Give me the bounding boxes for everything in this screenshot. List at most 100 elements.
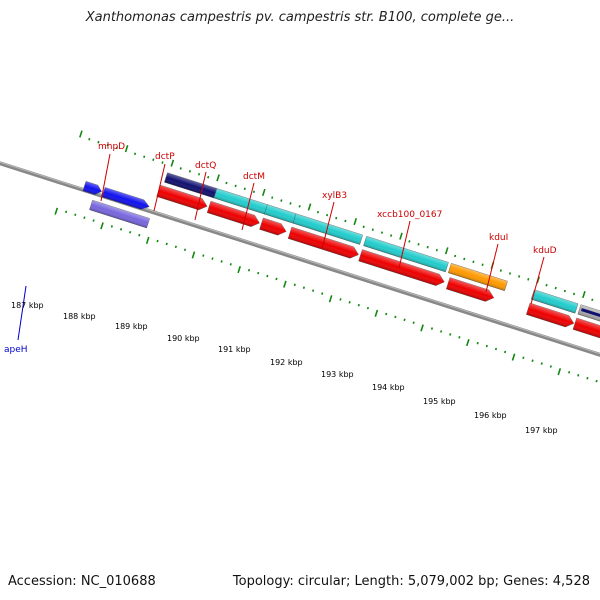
minor-tick: [449, 333, 452, 336]
minor-tick: [454, 254, 457, 258]
gene-label-xccb100-0167: xccb100_0167: [377, 210, 442, 220]
cds-1: [156, 184, 208, 211]
minor-tick: [527, 278, 530, 281]
minor-tick: [161, 161, 164, 164]
minor-tick: [97, 140, 100, 144]
minor-tick: [179, 167, 182, 170]
minor-tick: [549, 365, 552, 368]
minor-tick: [271, 196, 274, 199]
gene-label-kduD: kduD: [533, 246, 557, 256]
minor-tick: [197, 172, 201, 176]
gene-kduD-stripe: [580, 308, 600, 323]
accession-text: Accession: NC_010688: [8, 574, 156, 589]
minor-tick: [366, 306, 370, 310]
minor-tick: [211, 257, 214, 260]
major-tick: [328, 295, 333, 303]
minor-tick: [92, 219, 95, 222]
scale-label-187: 187 kbp: [11, 301, 44, 310]
minor-tick: [403, 318, 406, 322]
major-tick: [307, 203, 312, 211]
major-tick: [170, 159, 175, 167]
major-tick: [399, 232, 403, 240]
minor-tick: [252, 190, 256, 194]
minor-tick: [138, 233, 141, 237]
gene-leaders: [100, 153, 545, 305]
major-tick: [444, 247, 449, 255]
minor-tick: [133, 152, 137, 156]
gene-label-kduI: kduI: [489, 233, 508, 243]
minor-tick: [494, 347, 498, 351]
minor-tick: [531, 359, 534, 362]
minor-tick: [572, 292, 576, 296]
leader-dctM: [241, 182, 255, 231]
minor-tick: [380, 231, 384, 234]
minor-tick: [266, 274, 269, 278]
scale-label-189: 189 kbp: [115, 322, 148, 331]
minor-tick: [225, 181, 228, 185]
gene-left-c: [82, 181, 102, 195]
minor-tick: [202, 254, 205, 257]
scale-label-192: 192 kbp: [270, 358, 303, 367]
major-tick: [261, 188, 266, 196]
minor-tick: [362, 225, 365, 229]
major-tick: [465, 338, 470, 347]
minor-tick: [463, 257, 466, 261]
minor-tick: [129, 230, 132, 234]
minor-tick: [412, 321, 415, 325]
minor-tick: [458, 336, 461, 339]
minor-tick: [577, 373, 580, 377]
major-tick: [420, 324, 424, 332]
minor-tick: [88, 137, 91, 141]
minor-tick: [504, 350, 507, 354]
topology-text: Topology: circular; Length: 5,079,002 bp…: [232, 574, 590, 589]
minor-tick: [280, 199, 283, 202]
minor-tick: [591, 298, 594, 302]
inner-tick-arc: [54, 207, 598, 383]
cds-7: [526, 302, 575, 328]
major-tick: [216, 174, 220, 182]
major-tick: [124, 145, 129, 153]
minor-tick: [335, 216, 338, 220]
minor-tick: [106, 143, 109, 147]
scale-label-190: 190 kbp: [167, 334, 200, 343]
major-tick: [283, 280, 287, 288]
minor-tick: [289, 202, 292, 205]
cds-3: [259, 217, 287, 236]
gene-label-mhpD: mhpD: [98, 142, 125, 152]
major-tick: [54, 207, 59, 215]
minor-tick: [545, 283, 548, 287]
minor-tick: [344, 219, 347, 223]
minor-tick: [595, 379, 598, 383]
minor-tick: [394, 315, 397, 319]
minor-tick: [74, 213, 77, 217]
minor-tick: [257, 271, 260, 275]
minor-tick: [321, 292, 324, 295]
minor-tick: [563, 289, 566, 293]
leader-kduI: [485, 243, 499, 293]
gene-dctM: [292, 213, 363, 245]
minor-tick: [408, 240, 411, 243]
scale-label-188: 188 kbp: [63, 312, 96, 321]
minor-tick: [339, 298, 342, 301]
minor-tick: [119, 228, 123, 231]
cds-2: [206, 200, 260, 227]
gene-kduI: [530, 289, 579, 314]
minor-tick: [522, 356, 525, 360]
minor-tick: [426, 245, 429, 249]
minor-tick: [83, 216, 86, 219]
minor-tick: [298, 205, 301, 208]
minor-tick: [115, 146, 118, 150]
major-tick: [191, 251, 196, 259]
leader-xylB3: [321, 201, 335, 250]
minor-tick: [229, 263, 232, 266]
minor-tick: [476, 341, 479, 345]
leader-apeH: [17, 285, 27, 341]
minor-tick: [586, 376, 589, 380]
major-tick: [511, 353, 516, 361]
cds-6: [446, 277, 495, 302]
cds-8: [572, 317, 600, 340]
gene-xccb100-0167: [448, 263, 508, 291]
minor-tick: [568, 371, 571, 374]
scale-label-194: 194 kbp: [372, 383, 405, 392]
